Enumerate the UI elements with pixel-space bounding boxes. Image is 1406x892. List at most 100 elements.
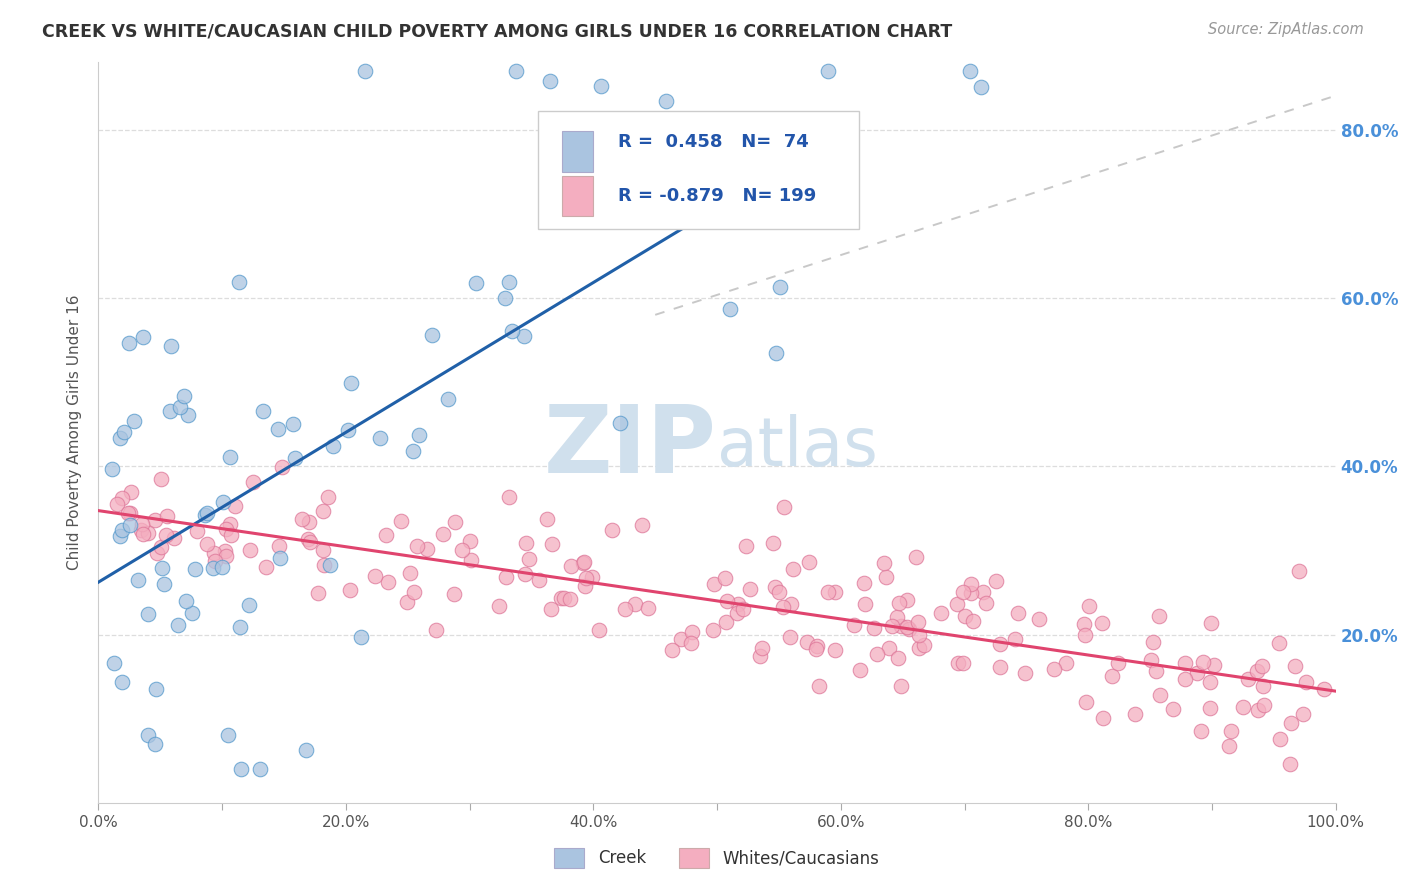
Point: [312, 543, 335, 558]
Point: [751, 640, 773, 655]
Point: [808, 679, 831, 693]
Point: [538, 74, 561, 88]
Point: [912, 638, 935, 652]
Point: [988, 637, 1011, 651]
Point: [153, 577, 176, 591]
Point: [1147, 608, 1170, 623]
Point: [970, 79, 993, 94]
Point: [464, 276, 486, 290]
Point: [136, 526, 159, 541]
Point: [219, 527, 242, 541]
Point: [679, 636, 702, 650]
Point: [425, 624, 447, 638]
Point: [169, 400, 191, 414]
Point: [1123, 707, 1146, 722]
Point: [284, 450, 307, 465]
Point: [488, 599, 510, 613]
Point: [631, 518, 654, 533]
Point: [132, 330, 155, 344]
Point: [886, 651, 908, 665]
Point: [1312, 682, 1334, 697]
Point: [540, 601, 562, 615]
Bar: [562, 131, 593, 172]
Point: [765, 580, 787, 594]
Point: [101, 461, 124, 475]
Point: [952, 656, 974, 670]
Point: [145, 546, 167, 560]
Text: Source: ZipAtlas.com: Source: ZipAtlas.com: [1208, 22, 1364, 37]
Point: [896, 593, 918, 607]
Point: [1007, 606, 1029, 620]
Point: [527, 573, 550, 587]
Point: [450, 543, 472, 558]
Point: [1253, 698, 1275, 712]
Point: [862, 621, 884, 635]
Point: [416, 542, 439, 557]
Point: [1291, 706, 1313, 721]
Point: [1278, 757, 1301, 772]
Point: [1144, 665, 1167, 679]
Point: [733, 601, 755, 615]
Point: [769, 280, 792, 294]
Point: [498, 275, 520, 289]
Point: [1107, 656, 1129, 670]
Point: [740, 582, 762, 596]
Point: [215, 522, 238, 536]
Point: [229, 762, 252, 776]
Point: [782, 562, 804, 576]
FancyBboxPatch shape: [537, 111, 859, 229]
Point: [908, 641, 931, 656]
Point: [890, 619, 912, 633]
Point: [1028, 612, 1050, 626]
Point: [127, 573, 149, 587]
Point: [340, 376, 363, 391]
Point: [880, 619, 903, 633]
Point: [588, 624, 610, 638]
Point: [572, 555, 595, 569]
Point: [498, 491, 520, 505]
Point: [817, 585, 839, 599]
Point: [1295, 674, 1317, 689]
Point: [145, 681, 167, 696]
Point: [849, 663, 872, 677]
Point: [1174, 656, 1197, 670]
Point: [962, 614, 984, 628]
Point: [718, 302, 741, 317]
Point: [655, 94, 678, 108]
Point: [110, 431, 132, 445]
Point: [368, 431, 391, 445]
Point: [1246, 664, 1268, 678]
Point: [1218, 739, 1240, 753]
Point: [804, 641, 827, 656]
Point: [1091, 615, 1114, 630]
Point: [959, 577, 981, 591]
Point: [768, 585, 790, 599]
Point: [298, 516, 321, 530]
Point: [1237, 672, 1260, 686]
Point: [946, 597, 969, 611]
Point: [1142, 635, 1164, 649]
Point: [364, 569, 387, 583]
Point: [408, 427, 430, 442]
Point: [1074, 628, 1097, 642]
Point: [886, 610, 908, 624]
Point: [177, 409, 200, 423]
Point: [1279, 715, 1302, 730]
Point: [873, 556, 896, 570]
Point: [460, 553, 482, 567]
Point: [252, 404, 274, 418]
Point: [239, 543, 262, 558]
Point: [824, 584, 846, 599]
Point: [117, 506, 139, 520]
Point: [129, 524, 152, 538]
Point: [1140, 652, 1163, 666]
Point: [1073, 616, 1095, 631]
Point: [959, 63, 981, 78]
Point: [269, 550, 291, 565]
Point: [295, 743, 318, 757]
Point: [406, 539, 429, 553]
Point: [1251, 658, 1274, 673]
Legend: Creek, Whites/Caucasians: Creek, Whites/Caucasians: [546, 840, 889, 876]
Point: [202, 561, 225, 575]
Point: [1014, 665, 1036, 680]
